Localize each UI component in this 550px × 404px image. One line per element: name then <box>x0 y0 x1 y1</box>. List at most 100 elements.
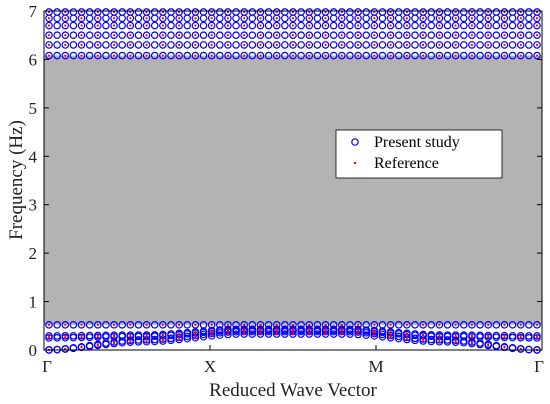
band-point <box>281 325 289 333</box>
reference-point <box>519 347 522 350</box>
band-point <box>110 331 118 339</box>
reference-point <box>161 54 164 57</box>
band-point <box>77 331 86 340</box>
band-point <box>248 8 257 16</box>
reference-point <box>405 336 408 339</box>
band-point <box>110 31 118 40</box>
reference-point <box>145 24 148 27</box>
band-point <box>500 8 509 16</box>
band-point <box>175 321 183 329</box>
band-point <box>183 31 192 40</box>
reference-point <box>96 17 99 20</box>
reference-point <box>80 43 83 47</box>
band-point <box>134 331 143 339</box>
band-point <box>468 21 476 30</box>
reference-point <box>324 43 327 47</box>
reference-point <box>64 54 67 57</box>
band-point <box>533 21 541 30</box>
reference-point <box>129 43 132 47</box>
band-point <box>403 31 411 40</box>
reference-point <box>356 24 360 27</box>
reference-point <box>389 323 392 326</box>
reference-point <box>226 333 230 336</box>
band-point <box>459 51 468 60</box>
band-point <box>419 51 427 60</box>
band-point <box>427 21 436 30</box>
reference-point <box>405 323 408 326</box>
reference-point <box>243 323 246 326</box>
band-point <box>346 21 354 30</box>
reference-point <box>454 43 457 47</box>
reference-point <box>194 323 197 326</box>
band-point <box>118 31 127 40</box>
band-point <box>370 321 379 329</box>
band-point <box>362 331 371 339</box>
reference-point <box>178 24 181 27</box>
reference-point <box>178 34 181 37</box>
band-point <box>216 331 224 339</box>
band-point <box>386 41 395 49</box>
band-point <box>256 31 265 40</box>
upper-band-points <box>45 8 541 60</box>
band-point <box>516 321 525 329</box>
reference-point <box>226 323 230 326</box>
reference-point <box>96 24 99 27</box>
reference-point <box>438 54 441 57</box>
band-point <box>167 31 175 40</box>
reference-point <box>226 17 230 20</box>
reference-point <box>259 24 262 27</box>
band-point <box>508 31 517 40</box>
band-point <box>337 41 346 49</box>
band-point <box>199 8 208 16</box>
band-point <box>411 51 419 60</box>
reference-point <box>308 323 311 326</box>
band-point <box>346 330 354 338</box>
reference-point <box>373 323 376 326</box>
reference-point <box>535 54 539 57</box>
reference-point <box>178 43 181 47</box>
reference-point <box>291 34 295 37</box>
reference-point <box>503 24 506 27</box>
band-point <box>394 321 403 329</box>
band-point <box>468 321 476 329</box>
reference-point <box>275 17 278 20</box>
band-point <box>329 21 338 30</box>
reference-point <box>194 330 197 334</box>
reference-point <box>340 332 343 336</box>
reference-point <box>438 323 441 326</box>
reference-point <box>291 323 295 326</box>
band-point <box>142 331 151 339</box>
band-point <box>386 51 395 60</box>
reference-point <box>145 43 148 47</box>
reference-point <box>291 54 295 57</box>
band-point <box>150 51 159 60</box>
band-point <box>394 328 403 337</box>
band-point <box>69 21 78 30</box>
band-point <box>525 41 533 49</box>
band-point <box>199 51 208 60</box>
band-point <box>232 21 240 30</box>
reference-point <box>145 34 148 37</box>
reference-point <box>210 43 213 47</box>
band-point <box>313 330 322 338</box>
band-point <box>533 51 541 60</box>
reference-point <box>194 24 197 27</box>
reference-point <box>454 17 457 20</box>
reference-point <box>519 323 522 326</box>
band-point <box>297 41 305 49</box>
band-point <box>248 325 257 333</box>
reference-point <box>243 43 246 47</box>
x-tick-label: Γ <box>42 357 52 376</box>
band-point <box>110 41 118 49</box>
y-tick-label: 6 <box>29 50 38 69</box>
band-point <box>500 331 509 340</box>
band-point <box>248 41 257 49</box>
band-point <box>525 332 533 340</box>
reference-point <box>373 329 376 332</box>
reference-point <box>47 43 51 47</box>
reference-point <box>259 43 262 47</box>
reference-point <box>389 336 392 339</box>
reference-point <box>373 334 376 337</box>
reference-point <box>535 17 539 20</box>
band-point <box>362 51 371 60</box>
